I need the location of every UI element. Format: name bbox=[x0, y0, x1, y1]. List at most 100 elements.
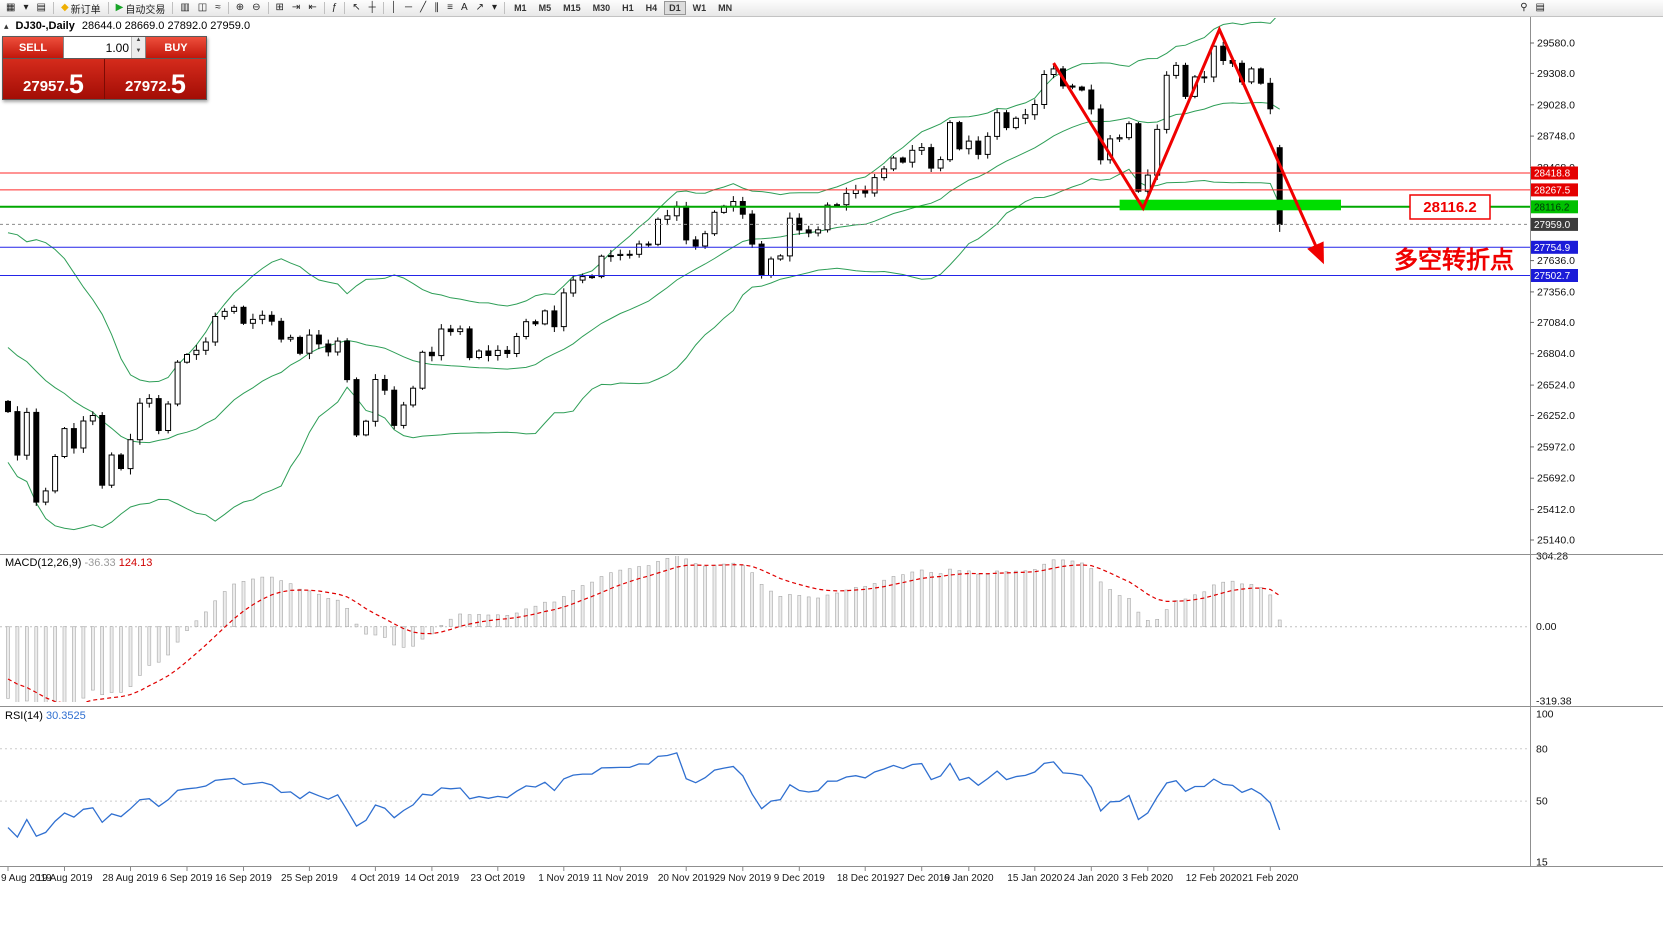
timeframe-button-m5[interactable]: M5 bbox=[538, 3, 552, 13]
price-last-digit: 5 bbox=[170, 68, 186, 99]
candlestick-chart-button-glyph: ◫ bbox=[197, 2, 208, 13]
pane-separators[interactable] bbox=[0, 17, 1663, 867]
svg-text:16 Sep 2019: 16 Sep 2019 bbox=[215, 873, 272, 884]
macd-scale[interactable]: 304.28 0.00 -319.38 bbox=[1536, 551, 1572, 708]
sell-button[interactable]: SELL bbox=[3, 37, 63, 58]
buy-button[interactable]: BUY bbox=[146, 37, 206, 58]
toolbar-separator bbox=[382, 2, 384, 14]
arrows-dropdown-icon[interactable]: ▾ bbox=[488, 0, 501, 17]
svg-text:12 Feb 2020: 12 Feb 2020 bbox=[1186, 873, 1243, 884]
trendline-button[interactable]: ╱ bbox=[416, 0, 430, 17]
timeframe-button-m30[interactable]: M30 bbox=[592, 3, 611, 13]
zoom-out-button-glyph: ⊖ bbox=[252, 2, 261, 13]
auto-trading-button[interactable]: ▶ 自动交易 bbox=[112, 0, 170, 17]
support-zone-rect[interactable] bbox=[1119, 199, 1341, 211]
horizontal-line-button[interactable]: ─ bbox=[401, 0, 416, 17]
arrows-button[interactable]: ↗ bbox=[472, 0, 488, 17]
channel-button[interactable]: ∥ bbox=[430, 0, 443, 17]
fibonacci-button[interactable]: ≡ bbox=[443, 0, 457, 17]
zoom-in-button[interactable]: ⊕ bbox=[232, 0, 248, 17]
svg-text:18 Dec 2019: 18 Dec 2019 bbox=[837, 873, 894, 884]
bar-chart-button[interactable]: ▥ bbox=[176, 0, 193, 17]
trend-arrow[interactable] bbox=[1052, 25, 1324, 265]
new-chart-button[interactable]: ▦ bbox=[2, 0, 19, 17]
price-axis[interactable]: 29580.029308.029028.028748.028468.027636… bbox=[1530, 38, 1575, 547]
vertical-line-button[interactable]: │ bbox=[387, 0, 401, 17]
chart-symbol-period: DJ30-,Daily bbox=[15, 20, 75, 32]
svg-text:15 Jan 2020: 15 Jan 2020 bbox=[1007, 873, 1062, 884]
rsi-pane bbox=[0, 748, 1530, 839]
one-click-toggle-icon[interactable]: ▴ bbox=[4, 21, 9, 31]
svg-text:50: 50 bbox=[1536, 796, 1548, 808]
volume-input[interactable] bbox=[64, 37, 131, 58]
volume-down-icon[interactable]: ▼ bbox=[132, 47, 145, 58]
volume-up-icon[interactable]: ▲ bbox=[132, 37, 145, 48]
bollinger-lower-band bbox=[7, 168, 1281, 531]
toolbar-separator bbox=[504, 2, 506, 14]
svg-text:23 Oct 2019: 23 Oct 2019 bbox=[471, 873, 526, 884]
chart-header: ▴ DJ30-,Daily 28644.0 28669.0 27892.0 27… bbox=[4, 20, 250, 32]
svg-text:28267.5: 28267.5 bbox=[1534, 185, 1571, 196]
timeframe-button-h4[interactable]: H4 bbox=[645, 3, 658, 13]
tile-windows-button-glyph: ⊞ bbox=[275, 2, 284, 13]
trendline-button-glyph: ╱ bbox=[420, 2, 427, 13]
timeframe-button-m1[interactable]: M1 bbox=[514, 3, 527, 13]
svg-text:25412.0: 25412.0 bbox=[1537, 504, 1575, 516]
new-order-button[interactable]: ◆ 新订单 bbox=[57, 0, 105, 17]
indicators-button[interactable]: ƒ bbox=[328, 0, 342, 17]
svg-text:24 Jan 2020: 24 Jan 2020 bbox=[1064, 873, 1119, 884]
svg-text:9 Dec 2019: 9 Dec 2019 bbox=[774, 873, 826, 884]
timeframe-button-w1[interactable]: W1 bbox=[692, 3, 707, 13]
svg-text:25140.0: 25140.0 bbox=[1537, 535, 1575, 547]
svg-text:27636.0: 27636.0 bbox=[1537, 255, 1575, 267]
bollinger-upper-band bbox=[7, 18, 1277, 383]
candlestick-chart-button[interactable]: ◫ bbox=[194, 0, 211, 17]
profiles-button[interactable]: ▤ bbox=[32, 0, 49, 17]
toolbar-separator bbox=[52, 2, 54, 14]
profiles-button-glyph: ▤ bbox=[36, 2, 46, 13]
price-callout-text: 28116.2 bbox=[1423, 199, 1476, 216]
search-icon[interactable]: ⚲ bbox=[1516, 0, 1531, 17]
zoom-out-button[interactable]: ⊖ bbox=[248, 0, 264, 17]
window-list-icon[interactable]: ▤ bbox=[1532, 0, 1549, 17]
toolbar-separator bbox=[323, 2, 325, 14]
rsi-label: RSI(14) 30.3525 bbox=[5, 710, 86, 722]
rsi-scale[interactable]: 100 80 50 15 bbox=[1536, 709, 1554, 869]
timeframe-button-h1[interactable]: H1 bbox=[622, 3, 634, 13]
timeframe-button-mn[interactable]: MN bbox=[718, 3, 733, 13]
auto-scroll-button[interactable]: ⇥ bbox=[288, 0, 304, 17]
new-chart-dropdown-icon[interactable]: ▾ bbox=[19, 0, 32, 17]
macd-label: MACD(12,26,9) -36.33 124.13 bbox=[5, 557, 152, 569]
toolbar-separator bbox=[172, 2, 174, 14]
tile-windows-button[interactable]: ⊞ bbox=[272, 0, 288, 17]
timeframe-button-d1[interactable]: D1 bbox=[664, 1, 686, 15]
line-chart-button[interactable]: ≈ bbox=[211, 0, 225, 17]
line-chart-button-glyph: ≈ bbox=[215, 2, 221, 13]
crosshair-button[interactable]: ┼ bbox=[365, 0, 380, 17]
timeframe-button-m15[interactable]: M15 bbox=[563, 3, 581, 13]
toolbar-separator bbox=[107, 2, 109, 14]
sell-price[interactable]: 27957. 5 bbox=[3, 59, 104, 99]
search-icon: ⚲ bbox=[1520, 2, 1528, 13]
svg-text:27754.9: 27754.9 bbox=[1534, 243, 1571, 254]
auto-scroll-button-glyph: ⇥ bbox=[291, 2, 301, 13]
svg-text:26524.0: 26524.0 bbox=[1537, 380, 1575, 392]
price-badge bbox=[1531, 240, 1578, 254]
svg-text:304.28: 304.28 bbox=[1536, 551, 1568, 563]
cursor-button[interactable]: ↖ bbox=[348, 0, 364, 17]
indicators-button-glyph: ƒ bbox=[331, 2, 338, 13]
price-badge bbox=[1531, 269, 1578, 282]
price-callout[interactable]: 28116.2 bbox=[1409, 194, 1491, 220]
text-button[interactable]: A bbox=[457, 0, 472, 17]
chart-shift-button[interactable]: ⇤ bbox=[304, 0, 320, 17]
turning-point-label[interactable]: 多空转折点 bbox=[1394, 246, 1514, 274]
toolbar-separator bbox=[267, 2, 269, 14]
svg-text:-319.38: -319.38 bbox=[1536, 696, 1572, 708]
svg-text:6 Jan 2020: 6 Jan 2020 bbox=[944, 873, 994, 884]
bar-chart-button-glyph: ▥ bbox=[180, 2, 190, 13]
toolbar: ▦ ▾ ▤ ◆ 新订单 ▶ 自动交易 ▥ ◫ ≈ ⊕ ⊖ ⊞ ⇥ ⇤ ƒ ↖ ┼ │ ─ ╱ ∥ ≡ A ↗ ▾ M1 M5 M15 M3… bbox=[0, 0, 1663, 17]
buy-price[interactable]: 27972. 5 bbox=[104, 59, 206, 99]
